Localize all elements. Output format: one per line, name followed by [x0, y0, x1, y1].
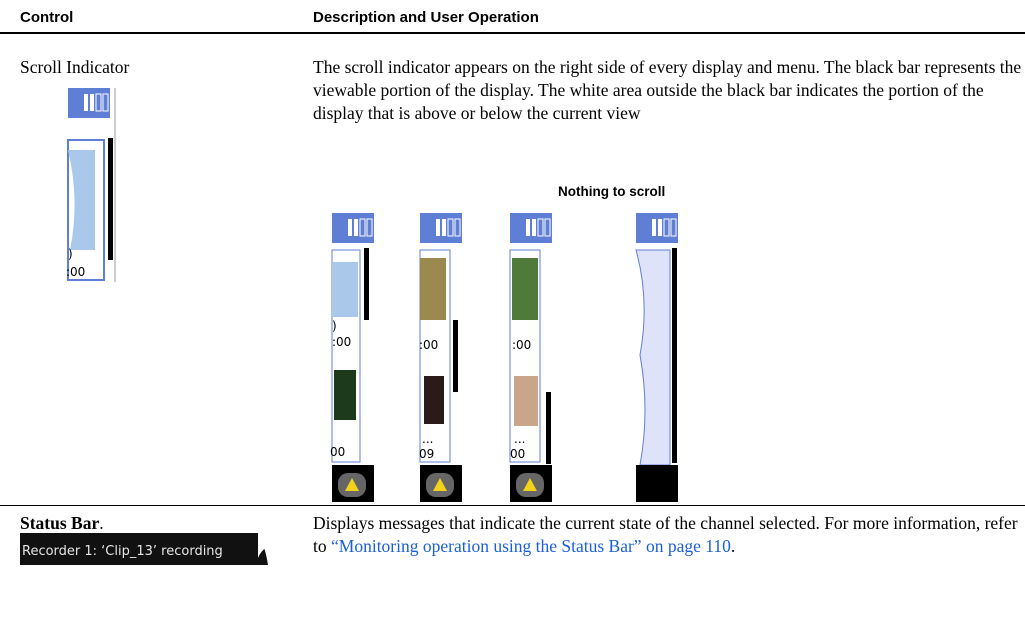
cross-reference-link[interactable]: “Monitoring operation using the Status B…: [331, 536, 731, 556]
panel-text: 00: [330, 445, 345, 459]
control-name: Status Bar.: [20, 512, 104, 535]
description-text: Displays messages that indicate the curr…: [313, 513, 1018, 556]
panel-text: 00: [510, 447, 525, 461]
thumbnail-text: :00: [66, 265, 85, 279]
panel-text: ...: [514, 432, 525, 446]
panel-text: :00: [332, 335, 351, 349]
scroll-panel: [635, 212, 679, 502]
description-end: .: [730, 536, 736, 556]
panel-text: ...: [422, 432, 433, 446]
scroll-panel: :00 ... 00: [509, 212, 553, 502]
header-rule: [0, 32, 1025, 34]
control-suffix: .: [99, 513, 104, 533]
header-control: Control: [20, 9, 74, 26]
panel-text: :00: [419, 338, 438, 352]
status-text: Recorder 1: ‘Clip_13’ recording: [22, 544, 223, 559]
panel-text: ): [332, 319, 337, 333]
row-rule: [0, 505, 1025, 506]
header-description: Description and User Operation: [313, 9, 539, 26]
panel-text: :00: [512, 338, 531, 352]
thumbnail-text: ): [68, 247, 73, 261]
figure-caption: Nothing to scroll: [558, 184, 666, 199]
control-name: Scroll Indicator: [20, 57, 130, 77]
description: The scroll indicator appears on the righ…: [313, 57, 1022, 123]
control-bold: Status Bar: [20, 513, 100, 533]
status-bar-thumbnail: Recorder 1: ‘Clip_13’ recording: [20, 533, 272, 565]
thumbnail: ) :00: [66, 87, 116, 282]
scroll-panel: ) :00 00: [330, 212, 375, 502]
scroll-panel: :00 ... 09: [419, 212, 463, 502]
panel-text: 09: [419, 447, 434, 461]
description: Displays messages that indicate the curr…: [313, 512, 1025, 558]
